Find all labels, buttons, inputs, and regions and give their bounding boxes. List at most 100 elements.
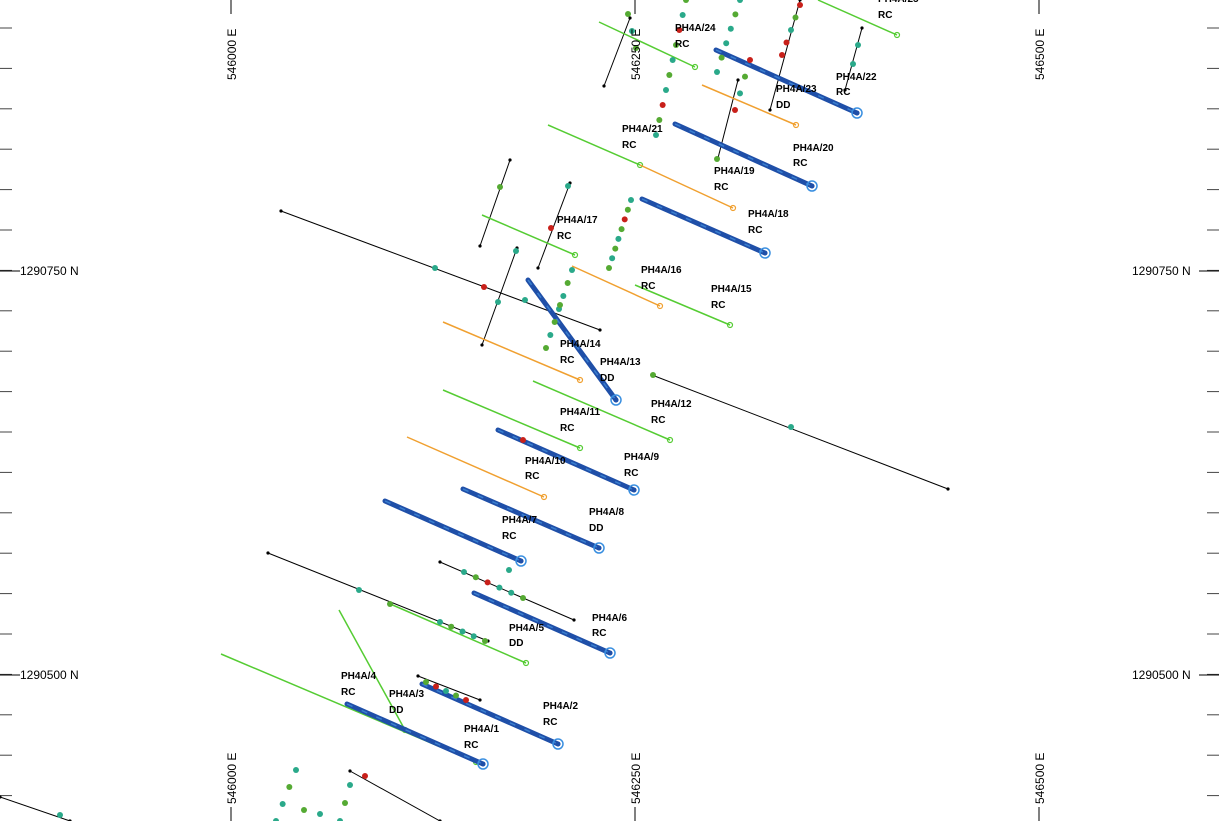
planned-hole-line: [817, 0, 898, 36]
hole-label-ph4a-1[interactable]: PH4A/1 RC: [464, 724, 499, 751]
svg-text:PH4A/20: PH4A/20: [793, 143, 834, 154]
planned-hole-line: [387, 602, 527, 664]
svg-text:PH4A/5: PH4A/5: [509, 623, 544, 634]
survey-dot: [736, 78, 740, 82]
svg-text:PH4A/22: PH4A/22: [836, 72, 877, 83]
assay-dot: [565, 183, 571, 189]
drill-trace: [382, 498, 524, 564]
survey-dot: [602, 84, 606, 88]
drill-trace: [460, 486, 602, 551]
assay-dot: [633, 45, 639, 51]
assay-dot: [788, 27, 794, 33]
hole-label-ph4a-4[interactable]: PH4A/4 RC: [341, 671, 376, 698]
survey-dot: [536, 266, 540, 270]
assay-dot: [459, 628, 466, 635]
assay-dot: [855, 42, 861, 48]
assay-markers: [57, 0, 861, 821]
planned-hole-collar: [576, 444, 584, 452]
assay-dot: [737, 90, 743, 97]
svg-text:DD: DD: [589, 523, 603, 534]
assay-dot: [656, 117, 663, 123]
planned-hole-line: [598, 21, 696, 68]
svg-text:PH4A/6: PH4A/6: [592, 613, 627, 624]
svg-text:PH4A/12: PH4A/12: [651, 399, 692, 410]
svg-text:RC: RC: [651, 415, 665, 426]
assay-dot: [279, 801, 286, 807]
svg-text:PH4A/8: PH4A/8: [589, 507, 624, 518]
hole-label-ph4a-17[interactable]: PH4A/17 RC: [557, 215, 598, 242]
planned-hole-line: [338, 609, 406, 731]
assay-dot: [779, 52, 785, 58]
survey-dot: [798, 0, 802, 2]
survey-dot: [860, 26, 864, 30]
survey-line: [280, 210, 601, 331]
hole-label-ph4a-3[interactable]: PH4A/3 DD: [389, 689, 424, 716]
hole-label-ph4a-22[interactable]: PH4A/22 RC: [836, 72, 877, 98]
svg-text:RC: RC: [878, 10, 892, 21]
hole-label-ph4a-23[interactable]: PH4A/23 DD: [776, 84, 817, 111]
hole-label-ph4a-14[interactable]: PH4A/14 RC: [560, 339, 601, 366]
assay-dot: [606, 265, 612, 271]
assay-dot: [551, 319, 558, 325]
assay-dot: [624, 206, 631, 213]
drill-trace: [419, 681, 561, 747]
assay-dot: [543, 345, 549, 351]
survey-dot: [946, 487, 950, 491]
svg-text:PH4A/17: PH4A/17: [557, 215, 598, 226]
collar-ring: [628, 484, 640, 496]
assay-dot: [679, 12, 686, 18]
assay-dot: [625, 11, 631, 17]
assay-dot: [484, 579, 491, 586]
assay-dot: [666, 72, 673, 78]
hole-label-ph4a-25[interactable]: PH4A/25 RC: [878, 0, 919, 21]
assay-dot: [337, 818, 343, 821]
survey-line: [479, 159, 511, 247]
hole-label-ph4a-18[interactable]: PH4A/18 RC: [748, 209, 789, 236]
hole-label-ph4a-16[interactable]: PH4A/16 RC: [641, 265, 682, 292]
collar-ring: [806, 180, 818, 192]
planned-hole-line: [547, 124, 641, 166]
svg-text:PH4A/24: PH4A/24: [675, 23, 716, 34]
planned-hole-line: [571, 265, 661, 307]
planned-hole-collar: [893, 31, 901, 39]
hole-label-ph4a-19[interactable]: PH4A/19 RC: [714, 166, 755, 193]
svg-text:RC: RC: [641, 281, 655, 292]
assay-dot: [564, 280, 571, 286]
assay-dot: [482, 638, 488, 644]
hole-label-ph4a-12[interactable]: PH4A/12 RC: [651, 399, 692, 426]
hole-label-ph4a-5[interactable]: PH4A/5 DD: [509, 623, 544, 649]
easting-label-bottom-2: 546250 E: [629, 753, 643, 804]
assay-dot: [742, 73, 748, 80]
hole-label-ph4a-21[interactable]: PH4A/21 RC: [622, 124, 663, 151]
survey-dot: [572, 618, 576, 622]
hole-label-ph4a-15[interactable]: PH4A/15 RC: [711, 284, 752, 311]
planned-hole-collar: [636, 161, 644, 169]
drill-trace: [495, 427, 637, 493]
hole-label-ph4a-9[interactable]: PH4A/9 RC: [624, 452, 659, 479]
hole-label-ph4a-7[interactable]: PH4A/7 RC: [502, 515, 537, 542]
assay-dot: [788, 424, 794, 430]
hole-label-ph4a-20[interactable]: PH4A/20 RC: [793, 143, 834, 169]
hole-label-ph4a-8[interactable]: PH4A/8 DD: [589, 507, 624, 534]
assay-dot: [513, 248, 519, 254]
svg-text:RC: RC: [525, 471, 539, 482]
assay-dot: [495, 299, 501, 305]
hole-label-ph4a-10[interactable]: PH4A/10 RC: [525, 456, 566, 482]
hole-label-ph4a-11[interactable]: PH4A/11 RC: [560, 407, 600, 434]
easting-label-bottom-1: 546000 E: [225, 753, 239, 804]
assay-dot: [663, 87, 669, 93]
easting-label-bottom-3: 546500 E: [1033, 753, 1047, 804]
svg-text:RC: RC: [675, 39, 689, 50]
hole-label-ph4a-24[interactable]: PH4A/24 RC: [675, 23, 716, 50]
assay-dot: [732, 107, 738, 113]
hole-label-ph4a-13[interactable]: PH4A/13 DD: [600, 357, 641, 384]
svg-text:PH4A/21: PH4A/21: [622, 124, 663, 135]
collar-dot: [607, 650, 613, 656]
hole-label-ph4a-6[interactable]: PH4A/6 RC: [592, 613, 627, 639]
survey-dot: [0, 795, 2, 799]
hole-label-ph4a-2[interactable]: PH4A/2 RC: [543, 701, 578, 728]
assay-dot: [560, 293, 567, 299]
svg-text:RC: RC: [560, 355, 574, 366]
svg-text:PH4A/4: PH4A/4: [341, 671, 376, 682]
svg-text:RC: RC: [836, 87, 850, 98]
